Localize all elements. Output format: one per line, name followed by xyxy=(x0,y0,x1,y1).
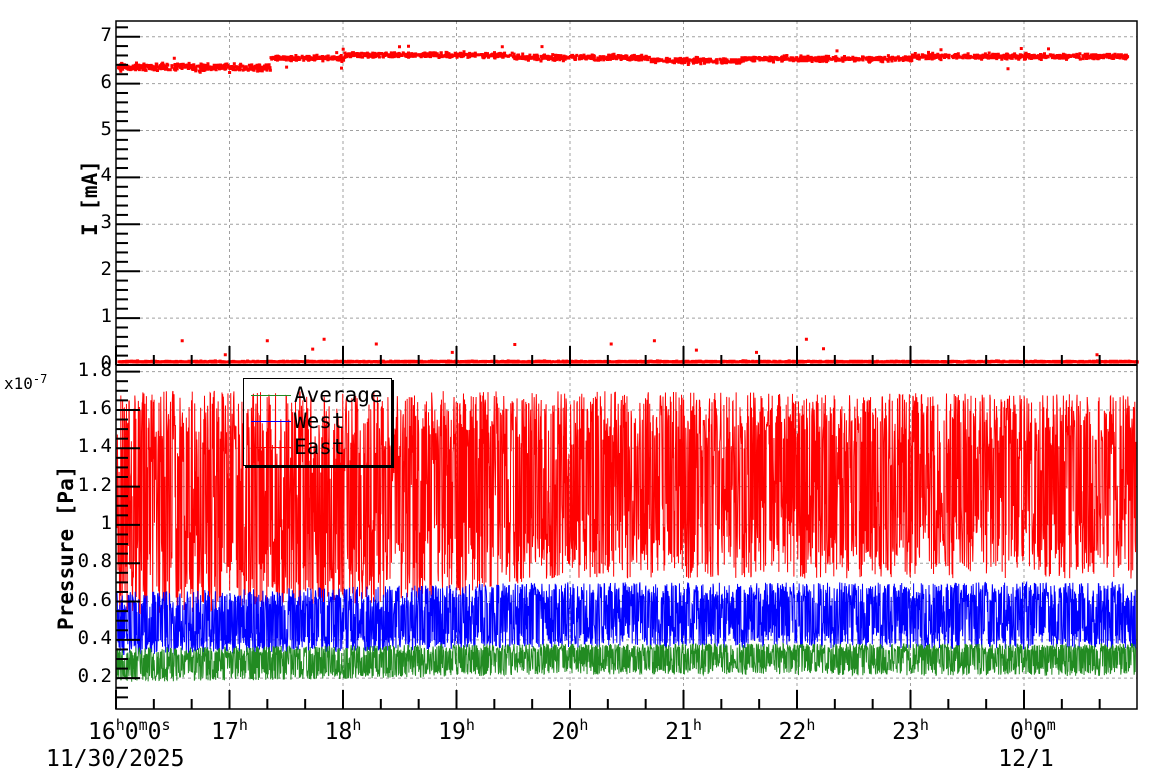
bottom-y-tick-label: 0.6 xyxy=(77,588,112,611)
x-tick-label: 17h xyxy=(211,716,248,745)
legend-label-east: East xyxy=(294,435,345,459)
bottom-y-tick-label: 0.8 xyxy=(77,550,112,573)
legend-item-average: Average xyxy=(244,383,391,409)
multiplier-base: x10 xyxy=(4,374,33,393)
legend-label-average: Average xyxy=(294,383,383,407)
bottom-y-tick-label: 1.8 xyxy=(77,358,112,381)
legend-label-west: West xyxy=(294,409,345,433)
x-tick-label: 22h xyxy=(778,716,816,745)
x-date-label: 12/1 xyxy=(998,746,1054,772)
bottom-y-tick-label: 1 xyxy=(100,511,112,534)
top-y-tick-label: 4 xyxy=(100,164,112,187)
multiplier-exponent: -7 xyxy=(32,372,48,386)
x-date-label: 11/30/2025 xyxy=(46,746,185,772)
top-y-tick-label: 2 xyxy=(100,258,112,281)
legend-item-west: West xyxy=(244,409,391,435)
bottom-y-axis-title: Pressure [Pa] xyxy=(54,465,78,630)
x-tick-label: 0h0m xyxy=(1010,716,1056,745)
x-tick-label: 19h xyxy=(438,716,475,745)
legend-swatch-west xyxy=(251,421,291,422)
current-scatter-series xyxy=(117,44,1139,364)
top-y-tick-label: 0 xyxy=(100,352,112,374)
y-multiplier-label: x10-7 xyxy=(4,372,47,393)
x-tick-label: 18h xyxy=(324,716,362,745)
x-tick-label: 20h xyxy=(551,716,589,745)
legend-swatch-east xyxy=(251,447,291,448)
top-y-tick-label: 1 xyxy=(100,305,112,328)
bottom-y-tick-label: 0.2 xyxy=(77,665,112,688)
top-panel-grid xyxy=(116,21,1137,365)
x-tick-label: 21h xyxy=(665,716,702,745)
bottom-y-tick-label: 1.4 xyxy=(77,435,112,458)
top-y-axis-title: I [mA] xyxy=(78,160,102,236)
top-y-tick-label: 6 xyxy=(100,70,112,93)
axes-frame xyxy=(115,20,1138,710)
x-tick-label: 16h0m0s xyxy=(88,716,171,745)
top-y-tick-label: 5 xyxy=(100,117,112,140)
pressure-line-series xyxy=(116,390,1137,682)
bottom-y-tick-label: 0.4 xyxy=(77,626,112,649)
x-tick-label: 23h xyxy=(892,716,929,745)
bottom-y-tick-label: 1.6 xyxy=(77,396,112,419)
legend-item-east: East xyxy=(244,435,391,461)
bottom-y-tick-label: 1.2 xyxy=(77,473,112,496)
top-y-tick-label: 7 xyxy=(100,23,112,46)
legend-swatch-average xyxy=(251,395,291,396)
top-y-tick-label: 3 xyxy=(100,211,112,234)
legend: Average West East xyxy=(243,378,392,466)
